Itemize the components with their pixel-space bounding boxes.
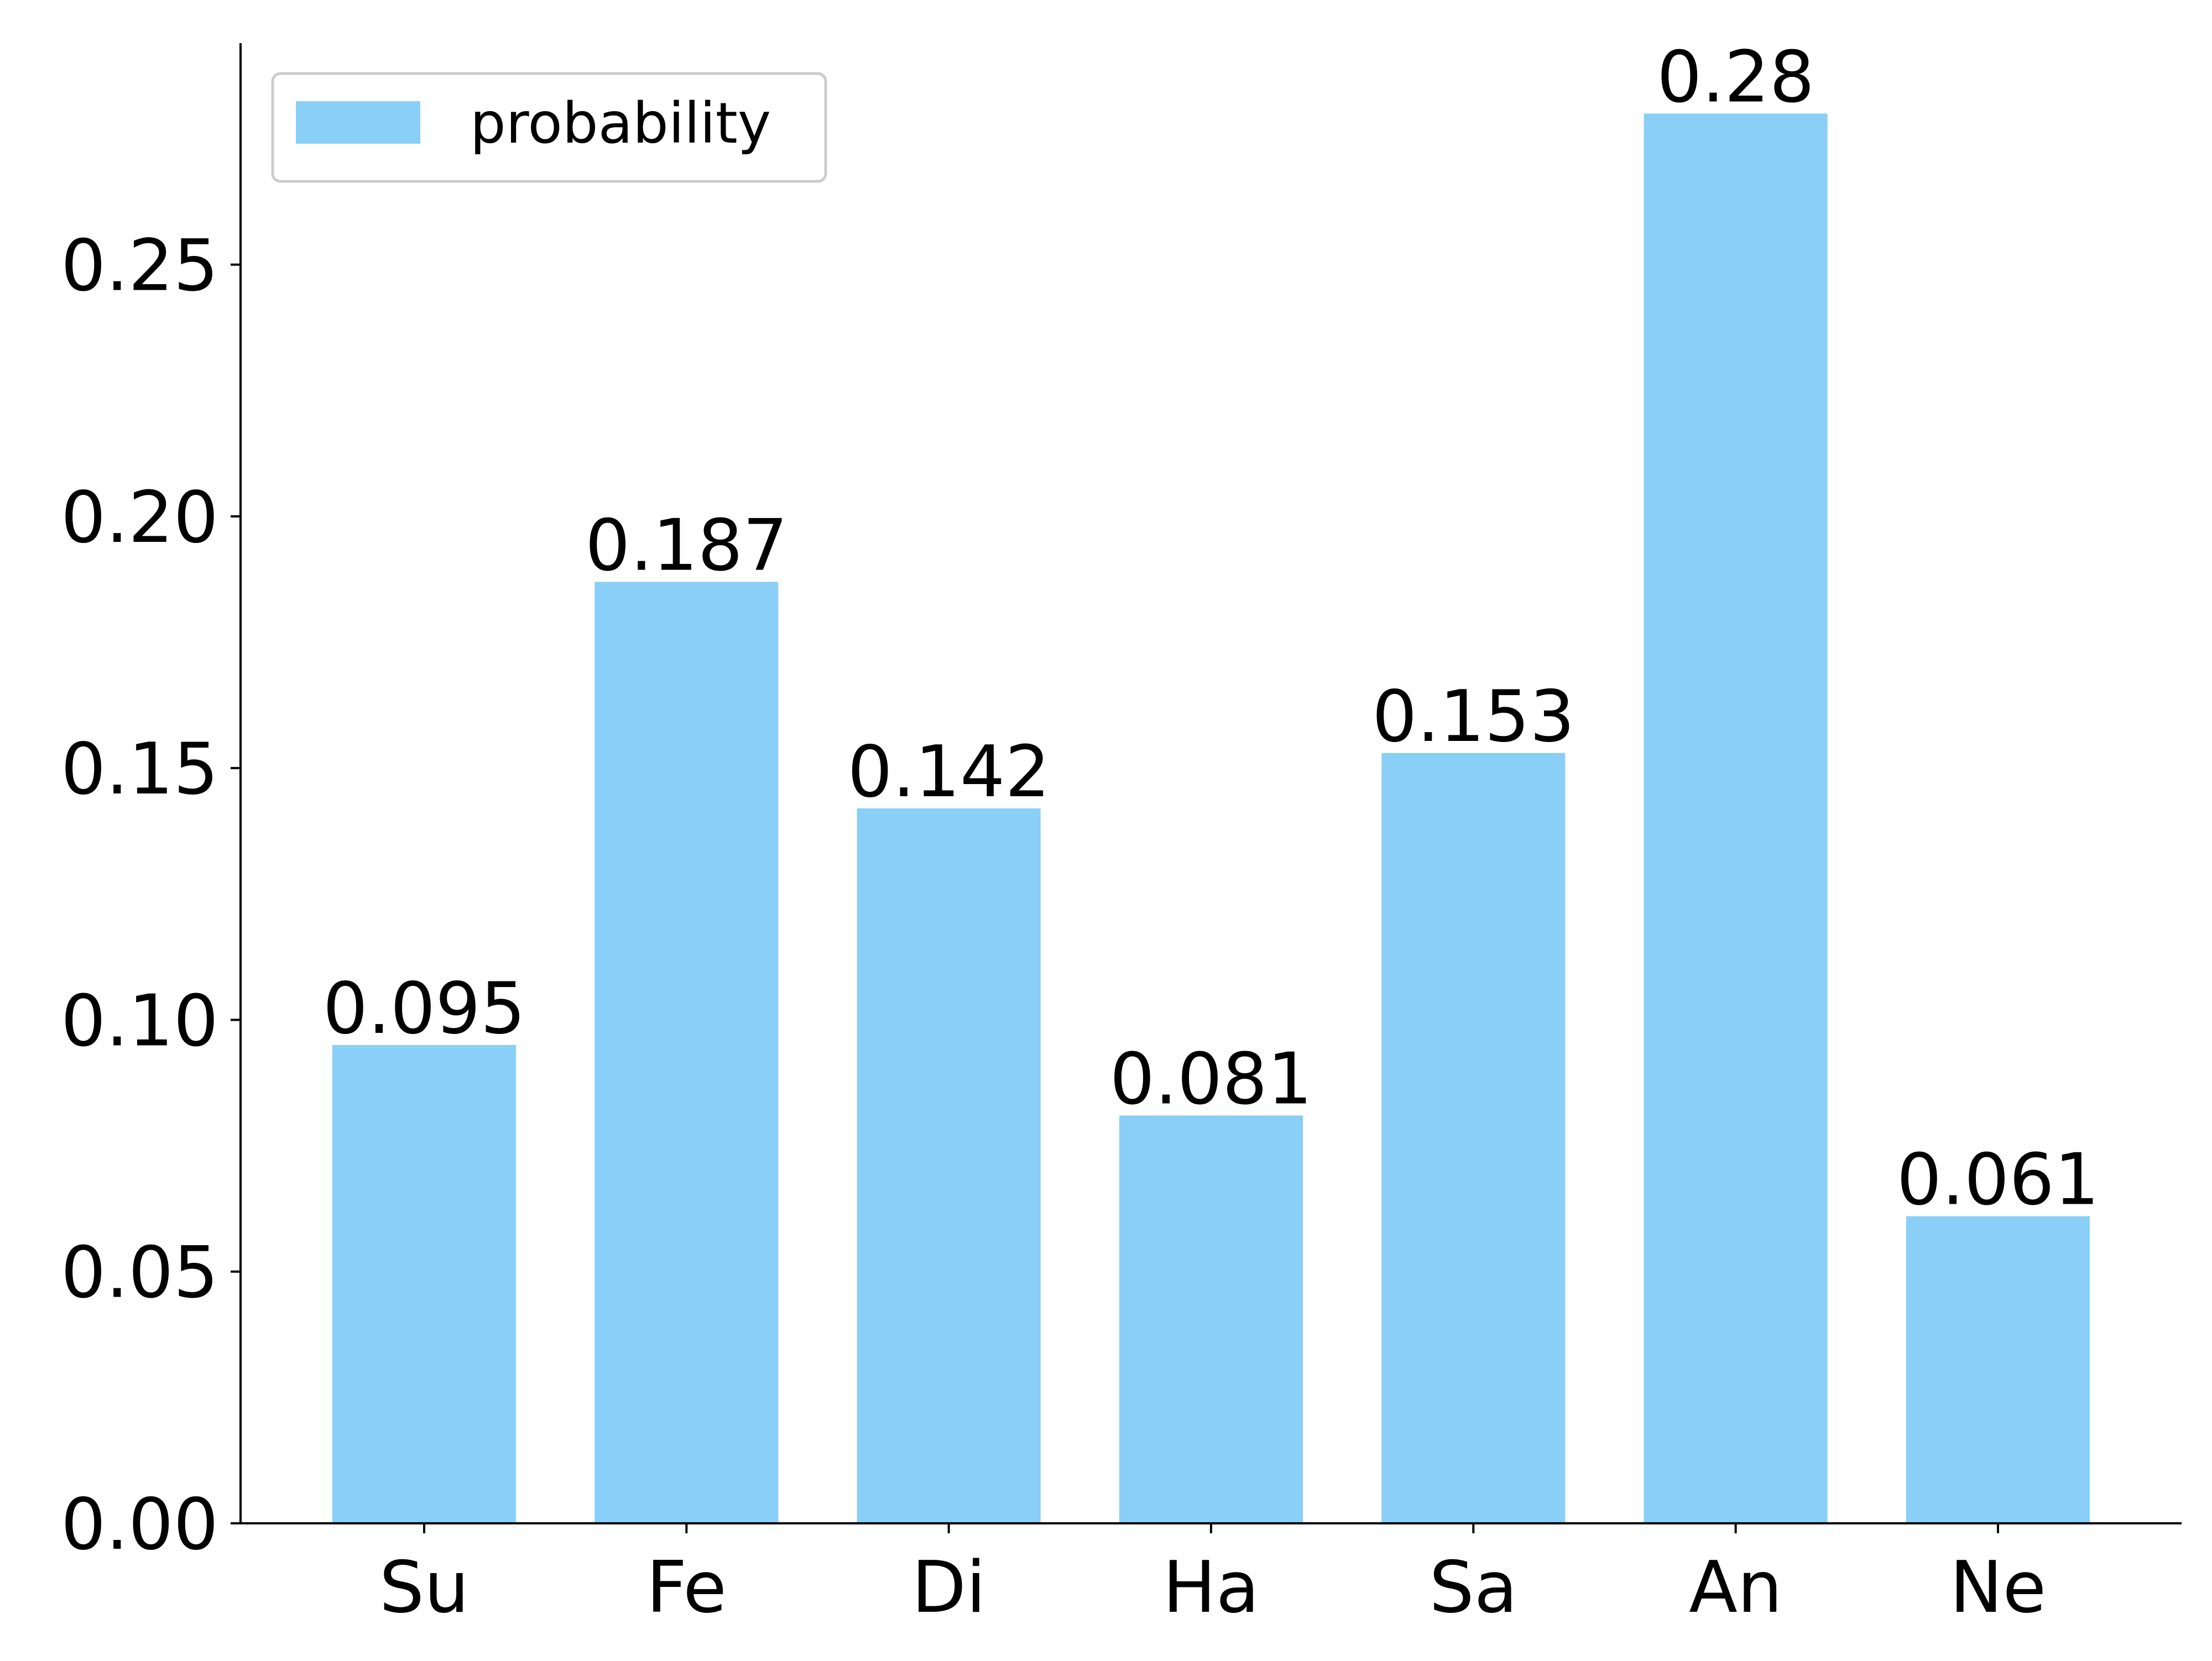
bar-ne (1906, 1216, 2090, 1523)
x-tick-label-an: An (1689, 1547, 1782, 1629)
x-tick-label-di: Di (912, 1547, 986, 1629)
bar-su (332, 1044, 517, 1523)
bar-ha (1119, 1115, 1303, 1523)
data-label-ha: 0.081 (1110, 1038, 1312, 1120)
legend-frame (271, 72, 827, 183)
y-tick-label: 0.10 (61, 980, 218, 1062)
x-tick-label-ne: Ne (1950, 1547, 2047, 1629)
bars-layer (332, 113, 2090, 1524)
data-label-di: 0.142 (847, 731, 1050, 813)
x-tick-label-sa: Sa (1429, 1547, 1517, 1629)
data-label-sa: 0.153 (1372, 676, 1574, 758)
data-label-fe: 0.187 (585, 504, 787, 587)
x-ticks: Su Fe Di Ha Sa An Ne (379, 1523, 2046, 1629)
bar-sa (1381, 753, 1566, 1523)
x-tick-label-su: Su (379, 1547, 469, 1629)
data-label-ne: 0.061 (1897, 1139, 2099, 1221)
y-tick-label: 0.05 (61, 1232, 218, 1314)
y-tick-label: 0.20 (61, 477, 218, 559)
bar-di (857, 808, 1041, 1523)
x-tick-label-fe: Fe (646, 1547, 727, 1629)
legend-swatch (296, 101, 420, 144)
data-labels-layer: 0.095 0.187 0.142 0.081 0.153 0.28 0.061 (323, 36, 2099, 1221)
x-tick-label-ha: Ha (1163, 1547, 1260, 1629)
y-ticks: 0.00 0.05 0.10 0.15 0.20 0.25 (61, 225, 241, 1566)
y-tick-label: 0.25 (61, 225, 218, 307)
y-tick-label: 0.00 (61, 1484, 218, 1566)
legend-label: probability (470, 91, 771, 156)
data-label-su: 0.095 (323, 968, 525, 1050)
legend: probability (271, 72, 827, 183)
y-tick-label: 0.15 (61, 728, 218, 811)
bar-an (1644, 113, 1828, 1524)
data-label-an: 0.28 (1657, 36, 1814, 118)
bar-fe (594, 582, 779, 1523)
